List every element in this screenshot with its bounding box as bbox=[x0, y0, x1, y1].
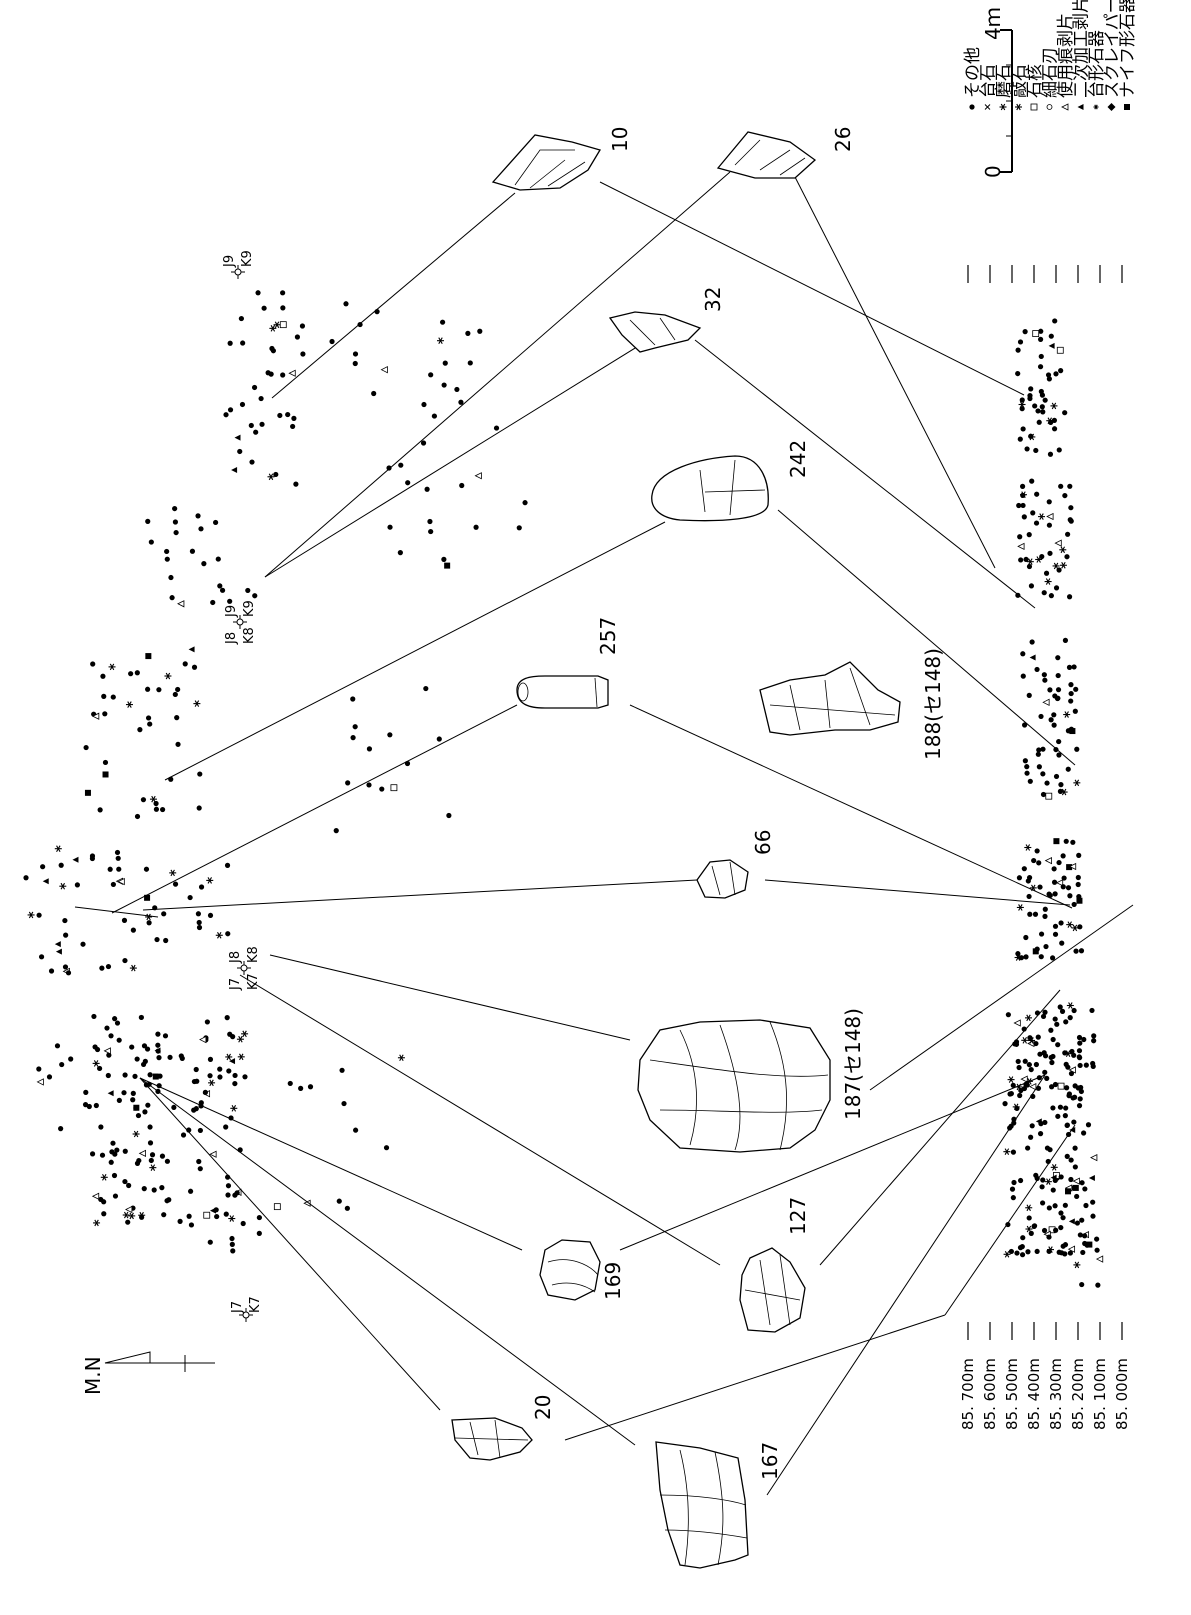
legend-label: その他 bbox=[963, 47, 983, 98]
grid-label: J8 bbox=[228, 951, 243, 964]
scale-zero-label: 0 bbox=[981, 165, 1005, 178]
label-10: 10 bbox=[608, 127, 632, 152]
legend-item: 台石 bbox=[979, 64, 999, 110]
refit-lines bbox=[74, 171, 1134, 1496]
artifact-257 bbox=[516, 675, 609, 709]
artifact-187 bbox=[637, 1019, 831, 1153]
artifact-drawings bbox=[451, 131, 901, 1569]
artifact-20 bbox=[451, 1417, 533, 1461]
artifact-10 bbox=[491, 134, 601, 191]
artifact-labels: 10 26 32 242 257 188(セ148) 66 187(セ148) … bbox=[531, 127, 945, 1480]
artifact-scatter-section bbox=[1002, 318, 1104, 1288]
scale-max-label: 4ｍ bbox=[981, 7, 1005, 40]
artifact-169 bbox=[539, 1239, 601, 1301]
legend: ナイフ形石器スクレイパー台形石器二次加工剥片使用痕剥片細石刃石核敲石磨石台石その… bbox=[963, 0, 1138, 111]
label-32: 32 bbox=[701, 287, 725, 312]
legend-item: 敲石 bbox=[1010, 64, 1030, 111]
elevation-label: 85. 400m bbox=[1025, 1358, 1043, 1430]
grid-label: K9 bbox=[240, 250, 255, 267]
legend-label: 台石 bbox=[979, 64, 999, 98]
label-26: 26 bbox=[831, 127, 855, 152]
grid-label: J7 bbox=[228, 978, 243, 991]
legend-item: 使用痕剥片 bbox=[1055, 13, 1076, 111]
artifact-127 bbox=[739, 1247, 806, 1333]
legend-item: ナイフ形石器 bbox=[1118, 0, 1138, 110]
legend-label: 二次加工剥片 bbox=[1072, 0, 1092, 98]
label-66: 66 bbox=[751, 830, 775, 855]
north-label: M.N bbox=[81, 1356, 105, 1395]
artifact-26 bbox=[716, 131, 817, 179]
legend-label: 使用痕剥片 bbox=[1055, 13, 1076, 98]
label-127: 127 bbox=[786, 1197, 810, 1235]
legend-item: 石核 bbox=[1025, 64, 1045, 111]
elevation-scale: 85. 700m 85. 600m 85. 500m 85. 400m 85. 300m… bbox=[959, 265, 1131, 1430]
label-188: 188(セ148) bbox=[921, 648, 945, 760]
artifact-scatter-plan bbox=[23, 290, 528, 1254]
elevation-label: 85. 000m bbox=[1113, 1358, 1131, 1430]
grid-label: J9 bbox=[224, 605, 239, 618]
artifact-32 bbox=[608, 311, 702, 353]
label-169: 169 bbox=[601, 1262, 625, 1300]
artifact-66 bbox=[696, 859, 749, 899]
legend-item: 細石刃 bbox=[1041, 47, 1061, 110]
elevation-label: 85. 100m bbox=[1091, 1358, 1109, 1430]
grid-label: K8 bbox=[246, 946, 261, 963]
grid-point: J7 K7 bbox=[230, 1296, 263, 1322]
grid-point: J9 K9 bbox=[222, 250, 255, 279]
north-arrow: M.N bbox=[81, 1351, 215, 1395]
label-257: 257 bbox=[596, 617, 620, 655]
legend-item: その他 bbox=[963, 47, 983, 110]
legend-label: ナイフ形石器 bbox=[1118, 0, 1138, 98]
elevation-label: 85. 600m bbox=[981, 1358, 999, 1430]
elevation-label: 85. 300m bbox=[1047, 1358, 1065, 1430]
elevation-label: 85. 700m bbox=[959, 1358, 977, 1430]
grid-label: K7 bbox=[248, 1296, 263, 1313]
elevation-label: 85. 200m bbox=[1069, 1358, 1087, 1430]
legend-label: スクレイパー bbox=[1103, 0, 1123, 98]
grid-label: K8 bbox=[242, 627, 257, 644]
legend-item: スクレイパー bbox=[1103, 0, 1123, 111]
label-187: 187(セ148) bbox=[841, 1008, 865, 1120]
grid-label: J9 bbox=[222, 255, 237, 268]
elevation-label: 85. 500m bbox=[1003, 1358, 1021, 1430]
legend-item: 磨石 bbox=[994, 64, 1014, 111]
legend-item: 二次加工剥片 bbox=[1072, 0, 1092, 110]
legend-label: 石核 bbox=[1025, 64, 1045, 98]
label-242: 242 bbox=[786, 440, 810, 478]
label-167: 167 bbox=[758, 1442, 782, 1480]
grid-label: J7 bbox=[230, 1301, 245, 1314]
scale-bar: 4ｍ 0 bbox=[981, 7, 1013, 178]
legend-label: 敲石 bbox=[1010, 64, 1030, 98]
artifact-167 bbox=[655, 1441, 749, 1569]
legend-label: 台形石器 bbox=[1087, 30, 1107, 98]
grid-label: J8 bbox=[224, 632, 239, 645]
grid-label: K9 bbox=[242, 600, 257, 617]
legend-label: 細石刃 bbox=[1041, 47, 1061, 98]
legend-item: 台形石器 bbox=[1087, 30, 1107, 110]
legend-label: 磨石 bbox=[994, 64, 1014, 98]
artifact-188 bbox=[759, 661, 901, 736]
grid-label: K7 bbox=[246, 973, 261, 990]
label-20: 20 bbox=[531, 1395, 555, 1420]
artifact-242 bbox=[651, 455, 769, 522]
